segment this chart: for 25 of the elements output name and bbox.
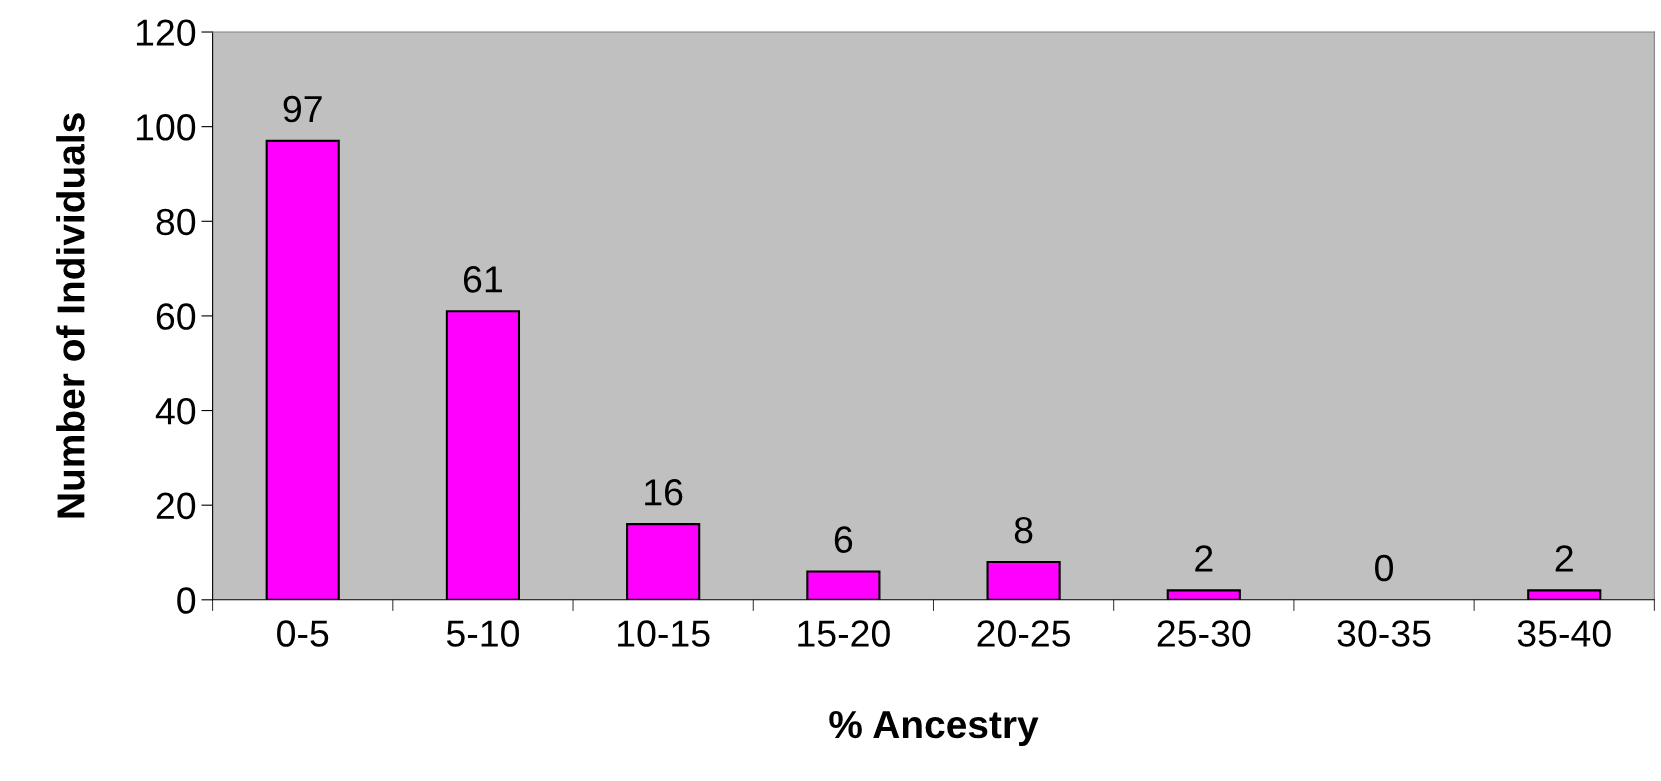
x-tick-label: 10-15	[618, 620, 710, 647]
x-tick-label: 15-20	[798, 620, 890, 647]
y-tick-label: 20	[156, 492, 196, 520]
x-tick-label: 5-10	[446, 620, 519, 647]
y-tick-label: 120	[136, 19, 196, 46]
data-label: 97	[283, 95, 322, 123]
data-label: 6	[834, 526, 853, 553]
x-tick-label: 0-5	[277, 620, 329, 647]
y-tick-label: 40	[155, 397, 196, 425]
x-tick-label: 25-30	[1157, 620, 1251, 647]
data-label: 16	[645, 479, 683, 506]
x-tick-label: 30-35	[1337, 620, 1431, 647]
y-tick-label: 60	[156, 303, 196, 330]
y-tick-label: 100	[136, 114, 196, 141]
x-tick-label: 20-25	[977, 620, 1070, 647]
data-label: 8	[1014, 516, 1033, 544]
y-tick-label: 80	[156, 208, 196, 236]
x-tick-label: 35-40	[1517, 620, 1611, 647]
data-label: 2	[1555, 545, 1573, 572]
y-tick-label: 0	[177, 587, 196, 614]
x-axis-title: % Ancestry	[829, 710, 1039, 747]
data-label: 61	[463, 266, 502, 293]
y-axis-title: Number of Individuals	[56, 113, 85, 518]
data-label: 0	[1375, 554, 1393, 582]
data-label: 2	[1195, 545, 1213, 572]
